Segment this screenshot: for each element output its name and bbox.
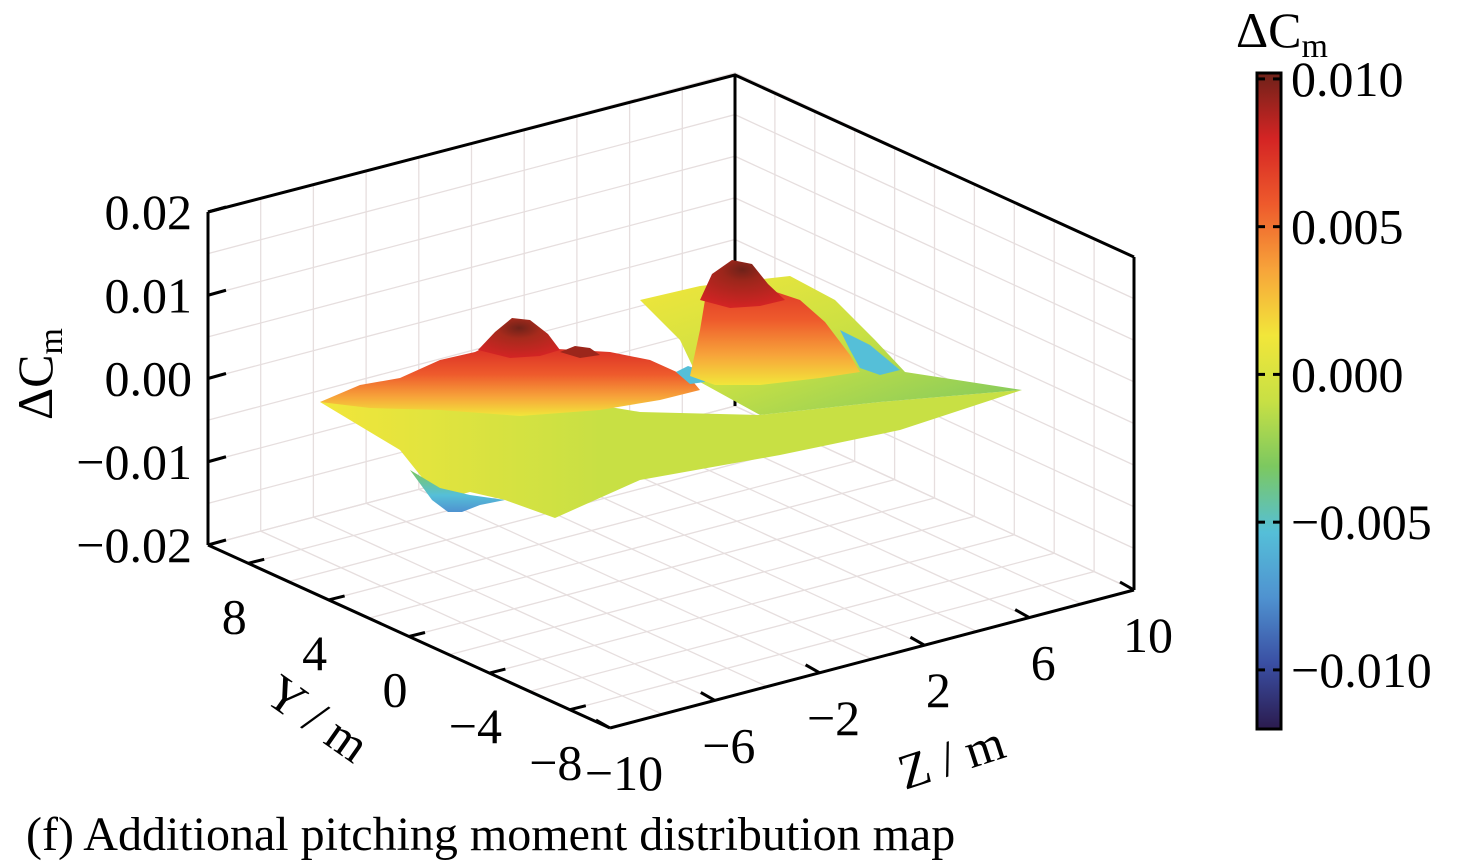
z-axis-tick	[207, 205, 227, 214]
axis-tick-labels: 0.02 0.01 0.00 −0.01 −0.02 840 −4 −8 −10 −6 −2 2 6 10	[76, 184, 1173, 801]
colorbar-title: ΔCm	[1236, 2, 1328, 65]
surface-saddle-peak	[560, 346, 600, 358]
surface-left-valley	[410, 470, 505, 512]
y-axis-tick	[569, 704, 587, 712]
x-axis-title: Z / m	[891, 714, 1011, 801]
x-axis-tick-label: −6	[702, 717, 755, 773]
x-axis-tick	[1119, 580, 1135, 592]
surface-peak-left	[478, 318, 560, 358]
x-axis-tick-label: −10	[585, 745, 663, 801]
z-axis-tick	[207, 288, 227, 297]
wall-grid-line	[207, 113, 1135, 300]
colorbar: 0.010 0.005 0.000 −0.005 −0.010 ΔCm	[1236, 2, 1432, 731]
axis-ticks	[207, 205, 1135, 730]
x-axis-tick-label: 6	[1031, 635, 1056, 691]
y-axis-tick	[247, 557, 265, 565]
z-axis-tick	[207, 538, 227, 547]
y-axis-tick-label: 4	[302, 625, 327, 681]
x-axis-tick	[804, 663, 821, 675]
y-axis-tick-label: 8	[222, 588, 247, 644]
y-axis-tick	[328, 594, 345, 602]
x-axis-tick	[595, 718, 611, 730]
colorbar-tick-label: 0.005	[1291, 199, 1404, 255]
figure-caption: (f) Additional pitching moment distribut…	[26, 808, 955, 861]
x-axis-line	[609, 588, 1135, 730]
z-axis-tick	[207, 455, 227, 464]
x-axis-tick-label: −2	[807, 690, 860, 746]
x-axis-tick	[700, 691, 716, 702]
y-axis-tick-label: 0	[383, 662, 408, 718]
y-axis-tick-label: −8	[529, 735, 582, 791]
x-axis-tick-label: 2	[926, 662, 951, 718]
surface-front-band	[320, 386, 1022, 518]
floor-grid-line	[408, 497, 935, 638]
y-axis-tick-label: −4	[449, 698, 502, 754]
z-axis-tick-label: 0.02	[105, 184, 193, 240]
colorbar-tick-label: 0.010	[1291, 51, 1404, 107]
colorbar-tick-label: −0.005	[1291, 494, 1432, 550]
colorbar-ticks: 0.010 0.005 0.000 −0.005 −0.010	[1257, 51, 1432, 698]
z-axis-tick-label: −0.01	[76, 434, 192, 490]
floor-grid-line	[529, 552, 1055, 693]
z-axis-tick	[207, 372, 227, 380]
y-axis-tick	[489, 667, 506, 675]
colorbar-tick-label: 0.000	[1291, 346, 1404, 402]
z-axis-tick-label: 0.00	[105, 351, 193, 407]
z-axis-title-symbol: ΔC	[7, 354, 63, 420]
surface-peak-right	[700, 260, 785, 308]
colorbar-title-subscript: m	[1302, 28, 1328, 65]
y-axis-tick	[408, 631, 426, 638]
floor-grid-line	[449, 515, 975, 656]
z-axis-tick-label: −0.02	[76, 517, 192, 573]
wall-grid-line	[207, 72, 1135, 258]
x-axis-tick	[909, 635, 926, 647]
floor-grid-line	[489, 534, 1015, 674]
x-axis-tick-label: 10	[1123, 607, 1173, 663]
back-wall-outline	[207, 73, 1135, 259]
surface-right-saddle	[840, 330, 900, 375]
z-axis-title: ΔCm	[7, 328, 70, 420]
colorbar-title-symbol: ΔC	[1236, 2, 1302, 58]
wall-grid-line	[207, 197, 1135, 383]
x-axis-tick	[1014, 608, 1030, 619]
surface	[320, 260, 1022, 518]
floor-grid-line	[569, 570, 1095, 711]
z-axis-tick-label: 0.01	[105, 267, 193, 323]
surface-left-ridge	[320, 340, 700, 416]
z-axis-title-subscript: m	[33, 328, 70, 354]
colorbar-tick-label: −0.010	[1291, 642, 1432, 698]
colorbar-bar	[1255, 71, 1283, 731]
